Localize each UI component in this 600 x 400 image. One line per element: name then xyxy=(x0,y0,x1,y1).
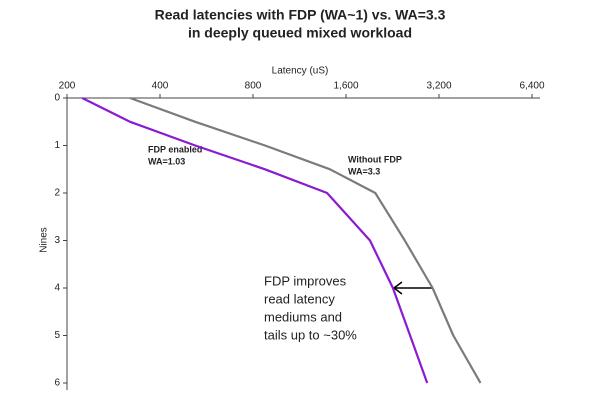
series-line xyxy=(129,96,482,384)
annotation: mediums and xyxy=(264,309,342,324)
x-axis-label: Latency (uS) xyxy=(272,66,329,77)
series-label: Without FDP xyxy=(348,154,402,164)
y-tick-label: 5 xyxy=(54,330,60,341)
chart-title: Read latencies with FDP (WA~1) vs. WA=3.… xyxy=(155,7,446,23)
y-tick-label: 3 xyxy=(54,235,60,246)
annotation: read latency xyxy=(264,291,335,306)
y-axis-label: Nines xyxy=(39,227,50,253)
x-tick-label: 200 xyxy=(59,81,76,92)
x-tick-label: 800 xyxy=(245,81,262,92)
chart-title: in deeply queued mixed workload xyxy=(188,25,412,41)
y-tick-label: 6 xyxy=(54,378,60,389)
x-tick-label: 1,600 xyxy=(333,81,358,92)
series-label: WA=3.3 xyxy=(348,166,380,176)
x-tick-label: 400 xyxy=(152,81,169,92)
y-tick-label: 0 xyxy=(54,93,60,104)
y-tick-label: 1 xyxy=(54,140,60,151)
annotation: FDP improves xyxy=(264,273,347,288)
arrow xyxy=(392,281,433,295)
series-label: FDP enabled xyxy=(148,144,202,154)
y-tick-label: 2 xyxy=(54,188,60,199)
x-tick-label: 6,400 xyxy=(519,81,544,92)
annotation: tails up to ~30% xyxy=(264,327,357,342)
series-line xyxy=(81,97,429,384)
y-tick-label: 4 xyxy=(54,283,60,294)
series-label: WA=1.03 xyxy=(148,156,185,166)
x-tick-label: 3,200 xyxy=(426,81,451,92)
